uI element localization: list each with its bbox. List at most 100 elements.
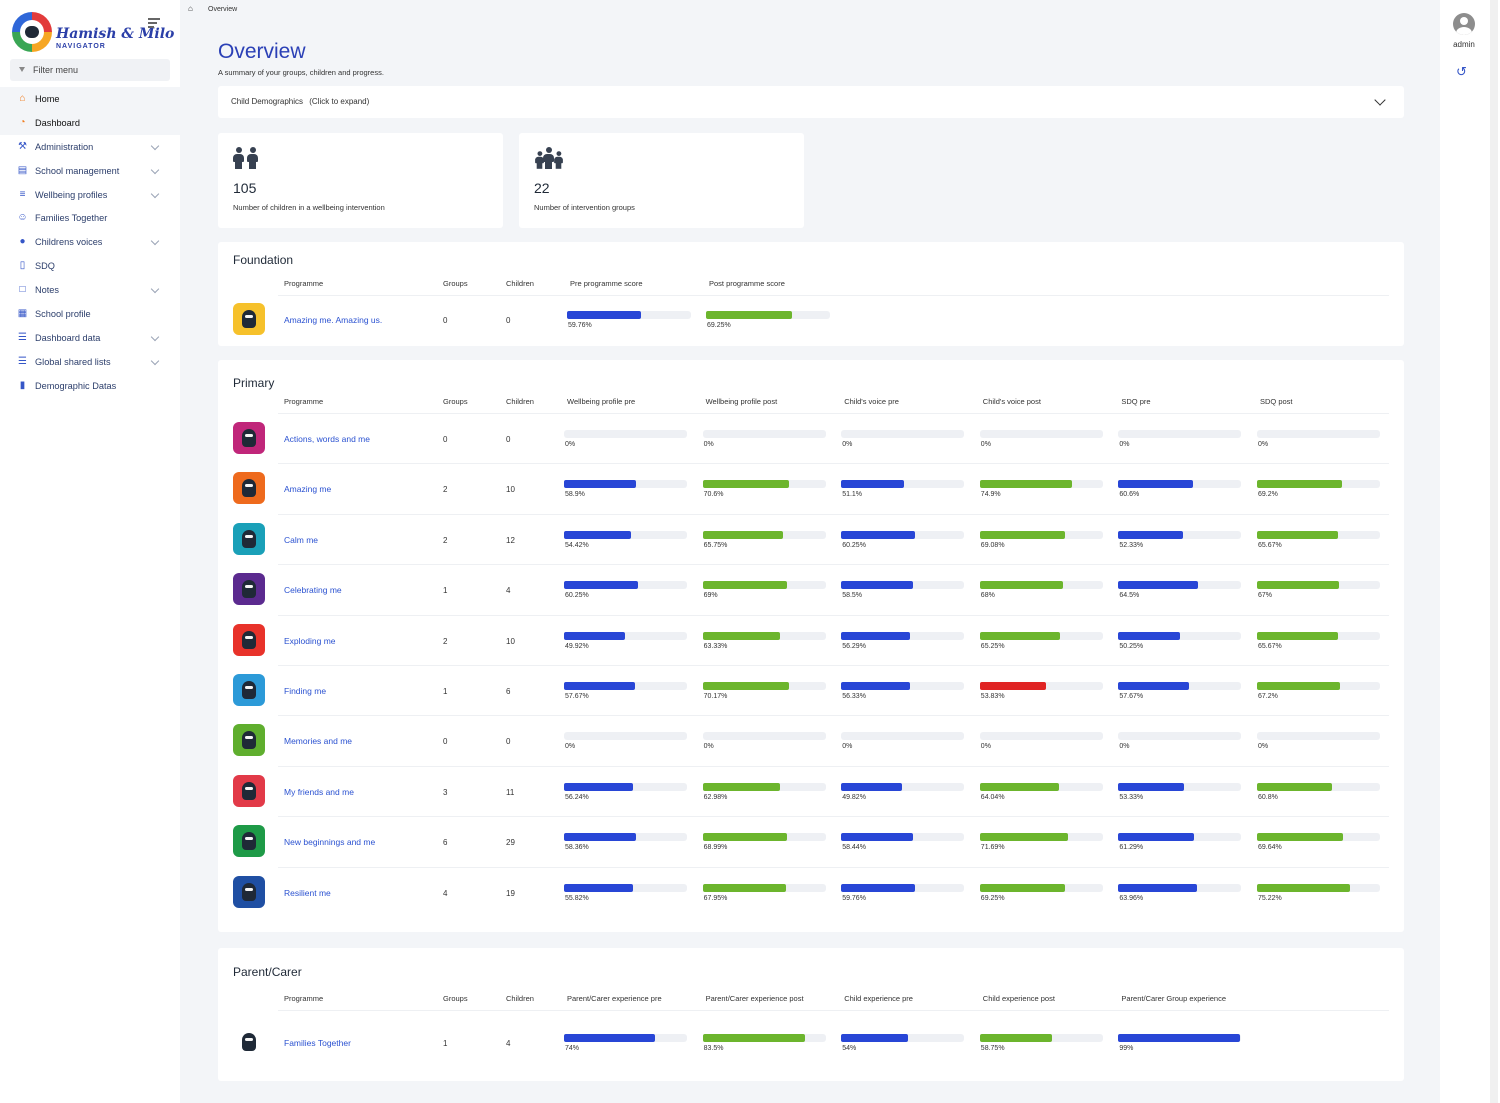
sidebar-item-label: Global shared lists [35,356,111,367]
score-progress-bar [841,782,965,791]
sidebar-item-sdq[interactable]: ▯ SDQ [0,254,180,278]
column-header: Groups [443,397,468,406]
groups-count: 0 [443,435,448,444]
sidebar-item-label: Demographic Datas [35,380,117,391]
score-percentage: 52.33% [1119,541,1144,549]
sidebar-item-notes[interactable]: □ Notes [0,278,180,302]
page-scrollbar[interactable] [1490,0,1498,1103]
score-progress-bar [1118,530,1242,539]
primary-card: Primary Programme Groups Children Wellbeing… [218,360,1404,932]
programme-link[interactable]: Calm me [284,534,319,545]
score-progress-fill [1118,682,1190,690]
section-title: Foundation [233,253,294,267]
chevron-down-icon [150,189,160,198]
score-progress-bar [1257,631,1380,640]
programme-image [233,303,265,335]
score-percentage: 50.25% [1119,642,1144,650]
accordion-hint: (Click to expand) [309,97,370,106]
score-progress-bar [702,631,826,640]
sidebar-item-dashboard[interactable]: ◔ Dashboard [0,110,180,135]
row-divider [278,614,1389,616]
chevron-down-icon [150,356,160,366]
score-percentage: 60.8% [1258,793,1278,801]
header-divider [278,1010,1389,1011]
sidebar-item-school-management[interactable]: ▤ School management [0,159,180,183]
table-icon: ☰ [18,331,27,343]
score-progress-bar [979,833,1103,842]
brand-logo[interactable]: Hamish & Milo NAVIGATOR [12,12,174,54]
section-title: Primary [233,376,275,390]
score-progress-bar [702,1034,826,1042]
score-percentage: 0% [1119,441,1130,448]
score-percentage: 56.29% [842,642,866,650]
column-header: Groups [443,994,468,1003]
programme-link[interactable]: Families Together [284,1038,351,1048]
user-name[interactable]: admin [1453,40,1475,49]
score-progress-fill [702,883,787,892]
programme-link[interactable]: Resilient me [284,887,331,898]
score-progress-fill [979,581,1064,590]
score-percentage: 0% [1258,441,1269,448]
sidebar-item-demographic-datas[interactable]: ▮ Demographic Datas [0,374,180,398]
sidebar-item-global-shared-lists[interactable]: ☰ Global shared lists [0,350,180,374]
score-percentage: 57.67% [565,693,589,700]
sidebar-item-dashboard-data[interactable]: ☰ Dashboard data [0,326,180,350]
column-header: Child's voice post [982,397,1041,406]
score-progress-fill [702,480,790,489]
score-progress-bar [1118,782,1242,791]
score-progress-bar [841,732,965,741]
score-progress-fill [841,631,911,640]
programme-link[interactable]: Actions, words and me [284,434,370,444]
sidebar-item-childrens-voices[interactable]: ● Childrens voices [0,230,180,254]
table-row: Resilient me 4 19 55.82% 67.95% 59.76% 69.25% 6… [218,867,1404,917]
section-title: Parent/Carer [233,965,302,979]
filter-menu-input[interactable]: Filter menu [10,59,170,81]
column-header: SDQ pre [1121,397,1151,406]
sidebar-item-school-profile[interactable]: ▦ School profile [0,302,180,326]
table-row: Finding me 1 6 57.67% 70.17% 56.33% 53.83% 57.6… [218,665,1404,715]
row-divider [278,715,1389,717]
table-row: Families Together 1 4 74% 83.5% 54% 58.75% 99% [218,1017,1404,1067]
sidebar-item-families-together[interactable]: ☺ Families Together [0,206,180,230]
table-row: Amazing me 2 10 58.9% 70.6% 51.1% 74.9% 60.6% 69… [218,463,1404,513]
sidebar-item-home[interactable]: ⌂ Home [0,87,180,111]
programme-link[interactable]: New beginnings and me [284,837,376,848]
programme-link[interactable]: My friends and me [284,786,354,797]
programme-link[interactable]: Memories and me [284,736,353,747]
score-progress-bar [1118,732,1242,741]
refresh-icon[interactable]: ↺ [1456,64,1467,79]
score-percentage: 68% [980,592,995,600]
score-progress-fill [979,782,1059,791]
programme-link[interactable]: Celebrating me [284,585,342,596]
score-progress-bar [702,833,826,842]
document-icon: ▯ [19,260,26,272]
score-progress-fill [841,833,914,842]
score-progress-bar [841,480,965,489]
score-progress-bar [979,732,1103,741]
programme-link[interactable]: Amazing me. Amazing us. [284,315,383,325]
column-header: Child experience post [982,994,1055,1003]
score-percentage: 59.76% [842,894,866,902]
child-demographics-accordion[interactable]: Child Demographics (Click to expand) [218,86,1404,118]
sidebar-collapse-icon[interactable] [148,18,160,28]
column-header: Children [506,279,534,288]
score-progress-bar [1257,732,1380,741]
score-progress-bar [564,883,687,892]
score-progress-fill [1118,883,1198,892]
user-avatar-icon[interactable] [1453,13,1475,35]
sidebar-item-administration[interactable]: ⚒ Administration [0,135,180,159]
programme-link[interactable]: Amazing me [284,484,332,495]
groups-count: 4 [443,888,448,898]
programme-image [233,674,265,706]
score-percentage: 0% [703,441,714,448]
home-icon[interactable]: ⌂ [188,4,193,13]
programme-link[interactable]: Exploding me [284,635,336,646]
column-header: Children [506,397,534,406]
programme-link[interactable]: Finding me [284,686,327,696]
score-progress-bar [564,581,687,590]
sidebar-item-wellbeing-profiles[interactable]: ≡ Wellbeing profiles [0,183,180,207]
groups-count: 2 [443,485,448,495]
score-progress-bar [1257,581,1380,590]
sidebar-item-label: School management [35,165,120,176]
score-progress-fill [702,833,788,842]
